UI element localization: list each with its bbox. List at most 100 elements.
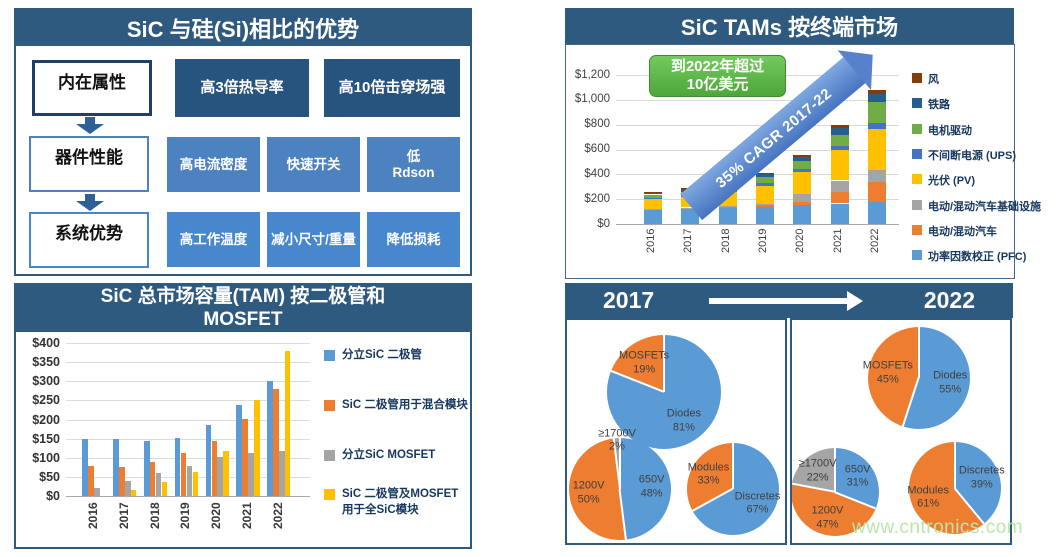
gridline [616, 124, 899, 126]
panel-sic-vs-si-advantages: SiC 与硅(Si)相比的优势 内在属性 高3倍热导率 高10倍击穿场强 器件性能 高电… [14, 8, 472, 276]
bar-segment [830, 191, 849, 204]
bar-segment [830, 180, 849, 192]
down-arrow-icon [76, 117, 104, 134]
bar [130, 489, 137, 496]
bar [267, 380, 273, 496]
y-axis-tick-label: $0 [46, 489, 60, 503]
bar-segment [718, 207, 737, 224]
y-axis-tick-label: $50 [39, 469, 60, 484]
legend-swatch [324, 489, 335, 500]
bar [242, 419, 248, 496]
tam-by-end-market-chart: 到2022年超过 10亿美元 35% CAGR 2017-22 $0 $200 $4… [565, 34, 1041, 279]
pie-slice-label: Diodes 81% [666, 407, 702, 434]
legend-swatch [912, 73, 922, 83]
bar-segment [793, 201, 812, 206]
bar-segment [867, 182, 886, 202]
bar-segment [755, 203, 774, 205]
legend-swatch [912, 123, 922, 134]
legend-label: 电动/混动汽车 [928, 225, 998, 238]
slice-divider [834, 448, 836, 492]
pie-slice-label: Diodes 55% [933, 369, 968, 395]
advantage-item: 高工作温度 [167, 212, 260, 267]
pie-slice-label: Discretes 67% [734, 489, 781, 516]
y-axis-tick-label: $1,000 [574, 93, 610, 106]
bar [211, 440, 218, 496]
legend-swatch [912, 98, 922, 109]
advantage-item: 高10倍击穿场强 [324, 59, 460, 117]
bar [144, 441, 150, 496]
x-axis-label: 2017 [682, 229, 695, 254]
bar-segment [644, 209, 662, 211]
bar [254, 400, 260, 496]
down-arrow-icon [76, 194, 104, 211]
annotation-callout: 到2022年超过 10亿美元 [649, 55, 786, 97]
y-axis-tick-label: $300 [32, 374, 60, 389]
slice-divider [619, 438, 621, 489]
bar-segment [867, 93, 886, 103]
gridline [66, 457, 310, 459]
x-axis-label: 2018 [147, 502, 162, 529]
bar-segment [867, 201, 886, 224]
y-axis-tick-label: $400 [32, 336, 60, 350]
pie-slice-label: Discretes 39% [958, 464, 1005, 491]
bar-segment [681, 207, 700, 210]
y-axis-tick-label: $400 [584, 167, 610, 180]
gridline [616, 224, 899, 225]
bar [205, 424, 212, 496]
pie-slice-label: ≥1700V 2% [598, 426, 636, 453]
x-axis-label: 2021 [831, 229, 844, 254]
y-axis-tick-label: $600 [584, 143, 610, 155]
bar [149, 461, 156, 496]
bar-segment [867, 102, 886, 123]
bar-segment [644, 194, 662, 198]
legend-label: 电机驱动 [928, 124, 972, 137]
pie-slice-label: MOSFETs 19% [619, 349, 670, 375]
legend-swatch [324, 400, 335, 411]
slice-divider [663, 335, 665, 392]
bar [161, 481, 168, 496]
legend-swatch [912, 174, 922, 185]
y-axis-tick-label: $200 [584, 192, 610, 205]
y-axis-tick-label: $350 [32, 355, 60, 370]
gridline [66, 362, 310, 364]
gridline [66, 381, 310, 383]
gridline [66, 400, 310, 402]
legend-label: 光伏 (PV) [928, 175, 976, 188]
arrow-head-icon [837, 34, 890, 91]
bar-segment [793, 205, 812, 224]
bar [284, 351, 291, 496]
bar [113, 439, 119, 496]
x-axis-label: 2017 [116, 502, 131, 529]
bar-segment [867, 129, 886, 170]
bar [82, 439, 88, 496]
bar [155, 473, 162, 496]
gridline [66, 419, 310, 421]
bar [174, 437, 181, 496]
x-axis-label: 2020 [794, 229, 807, 254]
bar-segment [793, 194, 812, 202]
gridline [66, 438, 310, 440]
bar-segment [867, 170, 886, 183]
bar [192, 471, 199, 496]
y-axis-tick-label: $800 [584, 118, 610, 131]
legend-swatch [912, 224, 922, 235]
y-axis-tick-label: $250 [32, 393, 60, 408]
bar-segment [755, 183, 774, 186]
slice-divider [954, 442, 956, 488]
x-axis-label: 2019 [756, 229, 769, 254]
bar [180, 453, 187, 496]
gridline [616, 99, 899, 101]
bar [88, 466, 94, 496]
pie-slice-label: Modules 61% [907, 483, 949, 510]
pie-slice-label: Modules 33% [687, 460, 730, 487]
pie-slice-label: 650V 48% [638, 473, 665, 499]
advantage-item: 高3倍热导率 [175, 59, 309, 117]
stage-box-0: 内在属性 [32, 60, 152, 116]
legend-label: SiC 二极管及MOSFET 用于全SiC模块 [342, 488, 459, 516]
bar-segment [793, 154, 812, 157]
bar-segment [830, 203, 849, 224]
bar-segment [755, 174, 774, 178]
panel-title-advantages: SiC 与硅(Si)相比的优势 [16, 10, 470, 46]
bar-segment [718, 206, 737, 208]
